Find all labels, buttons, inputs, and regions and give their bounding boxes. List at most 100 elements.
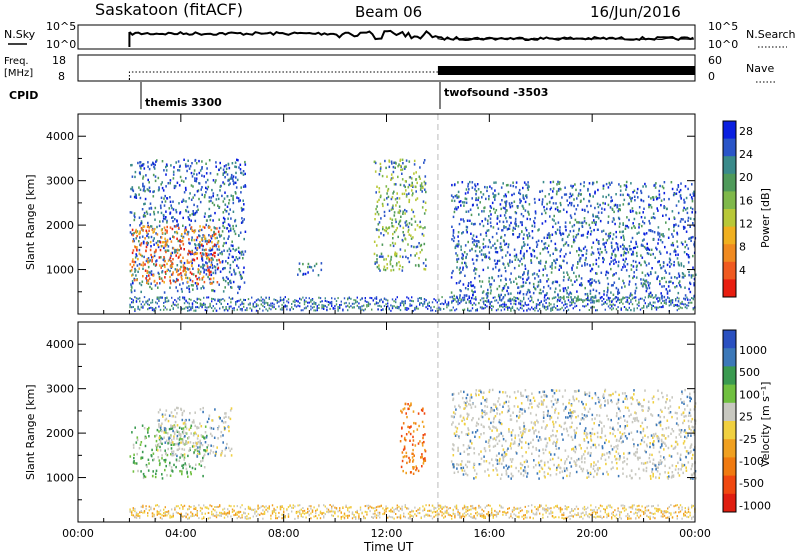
scatter-cell <box>142 175 145 178</box>
scatter-cell <box>415 465 417 468</box>
scatter-cell <box>176 448 179 452</box>
scatter-cell <box>412 472 415 475</box>
scatter-cell <box>487 245 490 249</box>
scatter-cell <box>183 409 185 413</box>
scatter-cell <box>158 463 161 467</box>
ground-scatter-cell <box>587 303 589 306</box>
scatter-cell <box>577 262 579 265</box>
scatter-cell <box>383 214 386 217</box>
scatter-cell <box>614 296 617 299</box>
scatter-cell <box>465 256 467 260</box>
scatter-cell <box>529 290 531 294</box>
scatter-cell <box>184 443 186 446</box>
scatter-cell <box>682 225 685 229</box>
scatter-cell <box>233 230 236 233</box>
ground-scatter-cell <box>303 307 306 310</box>
scatter-cell <box>579 189 582 192</box>
scatter-cell <box>228 202 230 205</box>
scatter-cell <box>640 216 643 219</box>
scatter-cell <box>490 187 493 190</box>
scatter-cell <box>396 201 398 204</box>
scatter-cell <box>376 261 378 264</box>
scatter-cell <box>617 248 619 252</box>
velocity-scatter-cells <box>129 322 697 522</box>
scatter-cell <box>681 243 684 246</box>
scatter-cell <box>201 277 204 280</box>
ground-scatter-cell <box>361 305 363 308</box>
scatter-cell <box>226 195 229 198</box>
scatter-cell <box>424 433 426 436</box>
y-tick-label: 2000 <box>46 219 74 232</box>
scatter-cell <box>133 260 135 264</box>
scatter-cell <box>198 159 200 163</box>
scatter-cell <box>193 193 196 197</box>
scatter-cell <box>191 249 193 253</box>
scatter-cell <box>613 210 615 214</box>
ground-scatter-cell <box>523 296 525 299</box>
ground-scatter-cell <box>177 297 179 300</box>
scatter-cell <box>476 243 478 246</box>
scatter-cell <box>465 396 468 400</box>
scatter-cell <box>514 220 517 223</box>
scatter-cell <box>683 206 685 210</box>
scatter-cell <box>420 186 422 189</box>
scatter-cell <box>160 196 163 199</box>
ground-scatter-cell <box>326 300 328 303</box>
scatter-cell <box>517 470 520 473</box>
scatter-cell <box>175 465 177 469</box>
scatter-cell <box>144 269 147 272</box>
scatter-cell <box>176 434 179 438</box>
scatter-cell <box>490 213 492 216</box>
scatter-cell <box>167 419 170 423</box>
scatter-cell <box>184 269 187 272</box>
scatter-cell <box>482 268 485 272</box>
scatter-cell <box>387 187 390 191</box>
ground-scatter-cell <box>483 307 485 310</box>
ground-scatter-cell <box>633 307 635 310</box>
ground-scatter-cell <box>244 299 246 301</box>
scatter-cell <box>191 175 194 178</box>
scatter-cell <box>646 461 649 464</box>
ground-scatter-cell <box>428 305 430 307</box>
ground-scatter-cell <box>622 302 624 305</box>
scatter-cell <box>395 183 397 186</box>
scatter-cell <box>619 204 621 207</box>
scatter-cell <box>490 289 492 292</box>
ground-scatter-cell <box>361 308 363 311</box>
scatter-cell <box>165 242 167 245</box>
ground-scatter-cell <box>510 302 512 305</box>
ground-scatter-cell <box>395 301 397 304</box>
scatter-cell <box>235 176 237 179</box>
scatter-cell <box>616 243 619 246</box>
scatter-cell <box>670 299 673 302</box>
scatter-cell <box>652 252 654 256</box>
scatter-cell <box>186 261 189 264</box>
scatter-cell <box>146 225 149 228</box>
scatter-cell <box>143 427 146 430</box>
scatter-cell <box>591 281 593 284</box>
scatter-cell <box>597 188 599 192</box>
scatter-cell <box>207 256 210 259</box>
scatter-cell <box>163 281 165 284</box>
ground-scatter-cell <box>321 300 323 303</box>
scatter-cell <box>399 164 402 168</box>
scatter-cell <box>656 277 658 281</box>
scatter-cell <box>587 295 589 298</box>
scatter-cell <box>135 274 137 277</box>
ground-scatter-cell <box>399 309 402 312</box>
scatter-cell <box>196 236 199 239</box>
scatter-cell <box>610 260 612 263</box>
scatter-cell <box>643 238 645 241</box>
scatter-cell <box>524 226 527 230</box>
scatter-cell <box>175 254 177 257</box>
scatter-cell <box>668 217 670 221</box>
scatter-cell <box>158 224 161 228</box>
scatter-cell <box>686 253 688 256</box>
scatter-cell <box>410 234 412 237</box>
scatter-cell <box>672 235 674 238</box>
ground-scatter-cell <box>481 306 483 309</box>
ground-scatter-cell <box>497 308 499 311</box>
scatter-cell <box>320 268 323 272</box>
scatter-cell <box>519 260 521 263</box>
